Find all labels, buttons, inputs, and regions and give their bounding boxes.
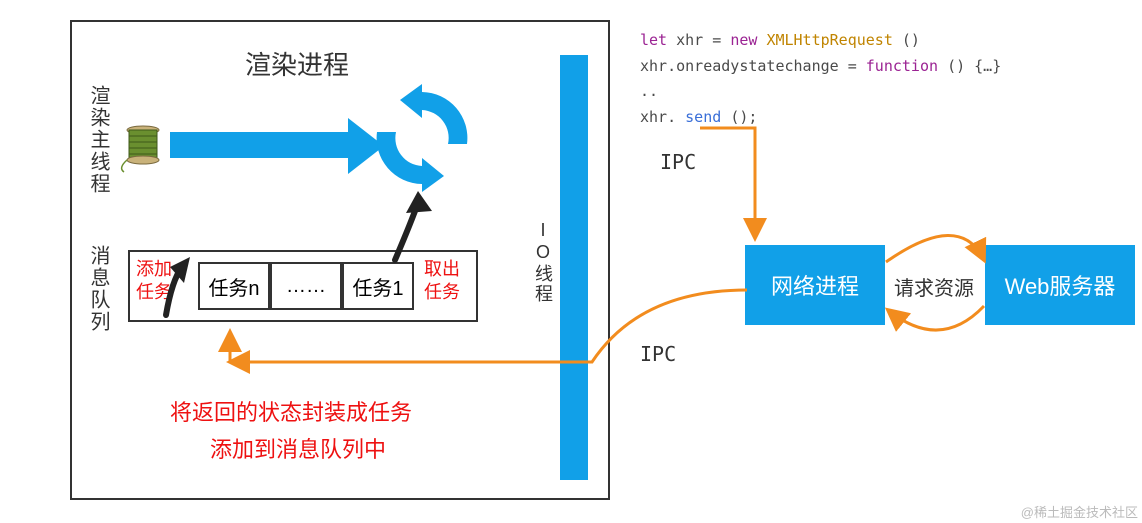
note-line1: 将返回的状态封装成任务 — [170, 395, 412, 427]
code-kw2: new — [730, 31, 757, 49]
network-process-box: 网络进程 — [745, 245, 885, 325]
ipc-label-top: IPC — [660, 150, 696, 174]
code-l2f: function — [866, 57, 938, 75]
spool-icon — [116, 120, 170, 179]
code-l4r: (); — [730, 108, 757, 126]
main-thread-arrow — [170, 132, 350, 158]
code-op: = — [712, 31, 730, 49]
code-line-3: .. — [640, 79, 1001, 105]
code-line-2: xhr.onreadystatechange = function () {…} — [640, 54, 1001, 80]
network-process-label: 网络进程 — [771, 269, 859, 301]
note-line2: 添加到消息队列中 — [210, 432, 386, 464]
render-main-thread-label: 渲染主线程 — [84, 85, 113, 195]
render-process-title: 渲染进程 — [245, 45, 349, 82]
code-id: xhr — [676, 31, 703, 49]
code-l4l: xhr. — [640, 108, 676, 126]
code-l2l: xhr.onreadystatechange = — [640, 57, 866, 75]
code-rest: () — [902, 31, 920, 49]
queue-arrows — [120, 185, 500, 365]
code-kw: let — [640, 31, 667, 49]
io-thread-label: IO线程 — [530, 220, 556, 304]
code-block: let xhr = new XMLHttpRequest () xhr.onre… — [640, 28, 1001, 130]
io-thread-bar — [560, 55, 588, 480]
code-line-1: let xhr = new XMLHttpRequest () — [640, 28, 1001, 54]
ipc-label-bottom: IPC — [640, 342, 676, 366]
code-line-4: xhr. send (); — [640, 105, 1001, 131]
web-server-label: Web服务器 — [1005, 269, 1116, 301]
code-cls: XMLHttpRequest — [766, 31, 892, 49]
request-resource-label: 请求资源 — [894, 272, 974, 301]
code-l4f: send — [685, 108, 721, 126]
web-server-box: Web服务器 — [985, 245, 1135, 325]
code-l2r: () {…} — [947, 57, 1001, 75]
watermark: @稀土掘金技术社区 — [1021, 502, 1138, 521]
message-queue-label: 消息队列 — [84, 245, 113, 333]
